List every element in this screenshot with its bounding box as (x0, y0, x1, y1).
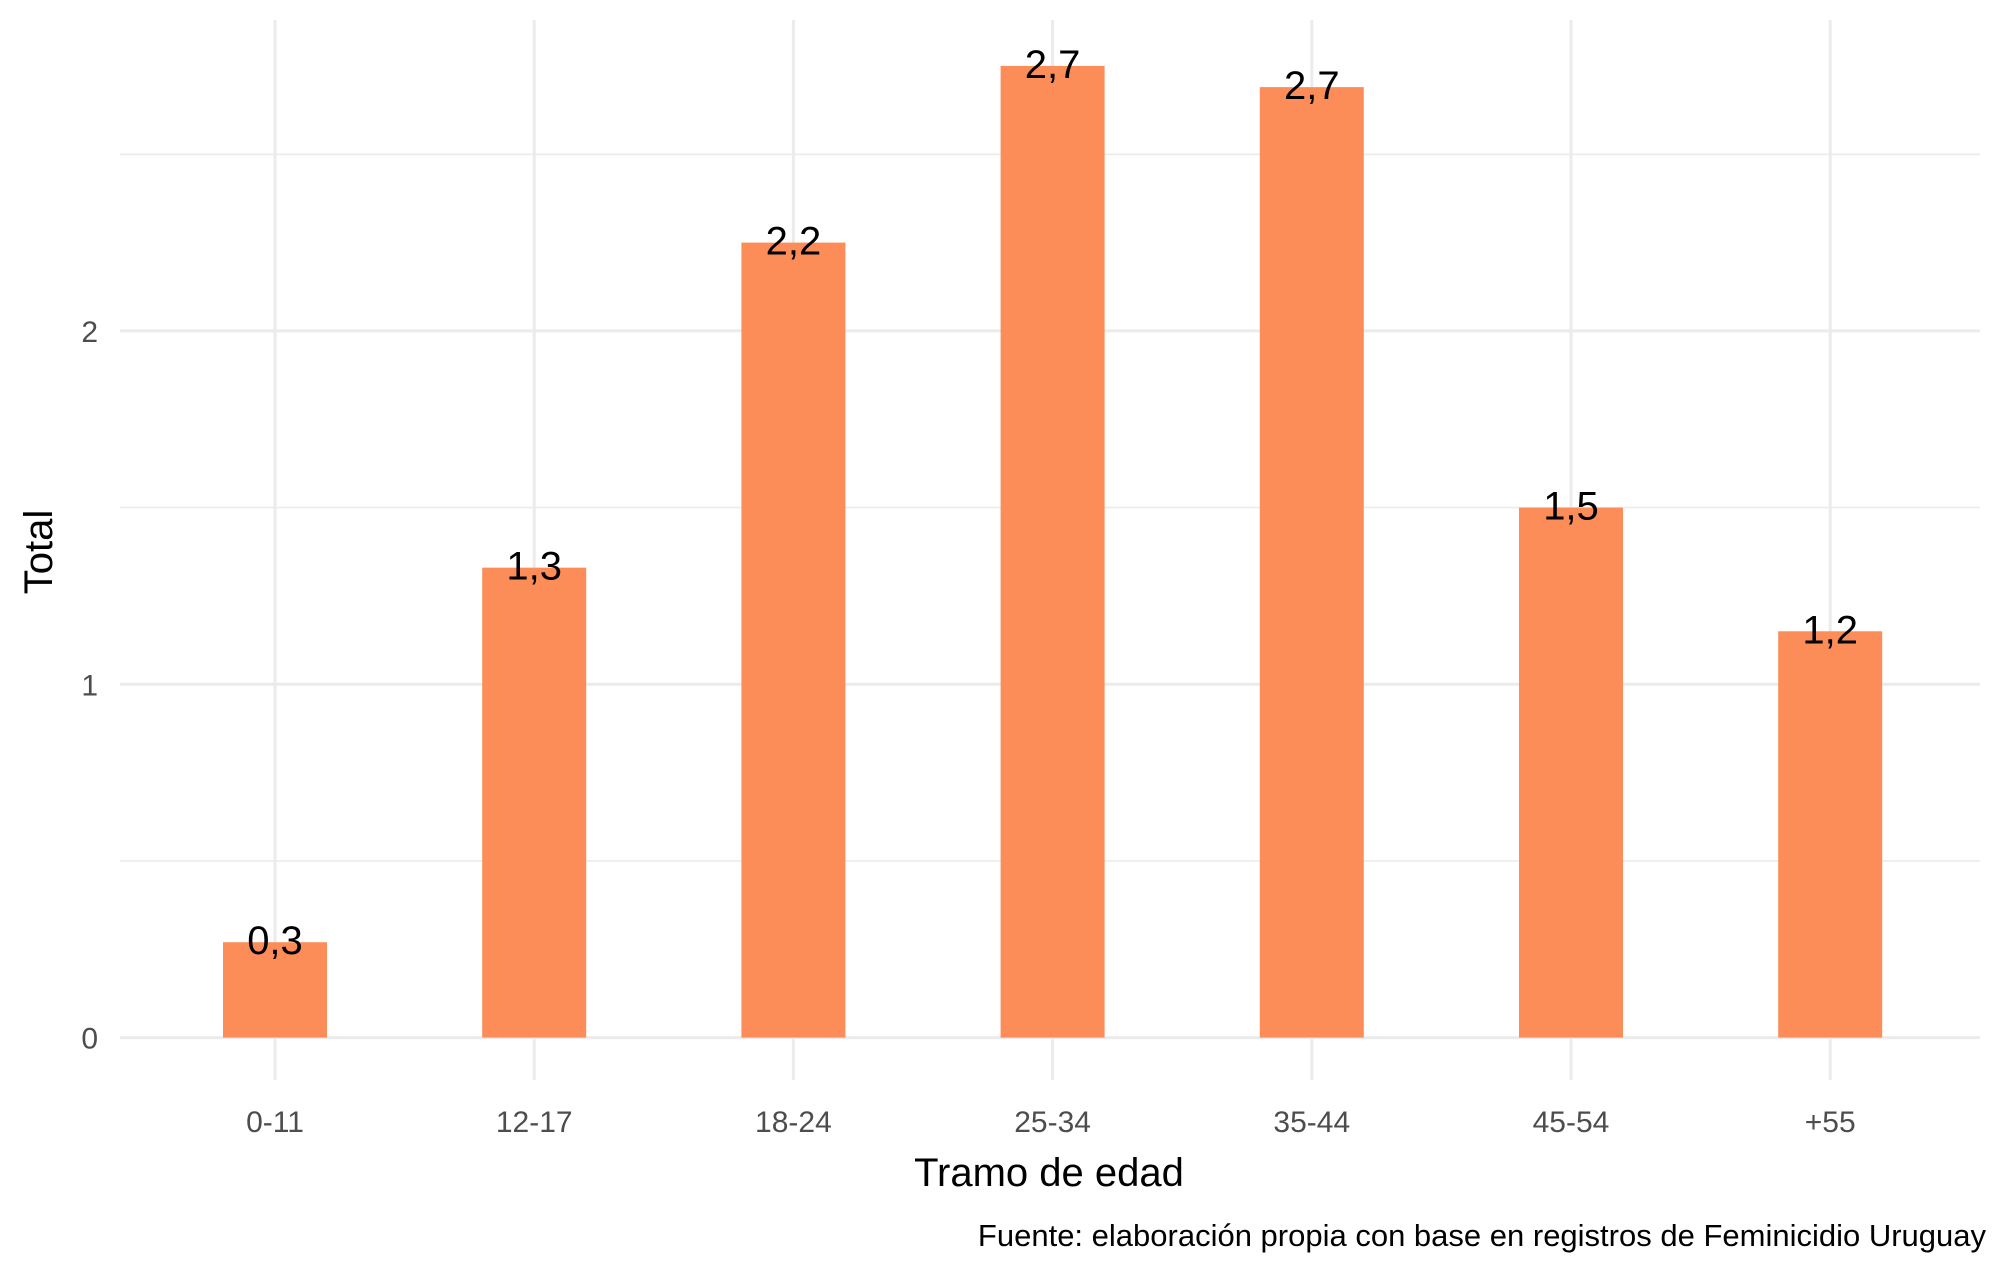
bar-12-17 (482, 567, 587, 1038)
bar-value-label: 1,5 (1543, 485, 1599, 529)
bar-value-labels: 0,3 1,3 2,2 2,7 2,7 1,5 1,2 (247, 43, 1858, 963)
bar-value-label: 1,2 (1802, 608, 1858, 652)
bar-25-34 (1000, 65, 1105, 1038)
x-tick-label: 0-11 (246, 1106, 304, 1139)
y-tick-labels: 0 1 2 (81, 316, 98, 1056)
y-tick-label: 2 (81, 316, 98, 349)
source-caption: Fuente: elaboración propia con base en r… (978, 1218, 1987, 1253)
bar-value-label: 0,3 (247, 919, 303, 963)
x-axis-title: Tramo de edad (914, 1151, 1184, 1195)
bar-value-label: 2,7 (1284, 64, 1340, 108)
bar-45-54 (1519, 507, 1623, 1038)
bars (223, 65, 1883, 1038)
bar-value-label: 2,2 (766, 220, 822, 264)
y-axis-title: Total (17, 510, 61, 595)
bar-value-label: 2,7 (1025, 43, 1081, 87)
x-tick-labels: 0-11 12-17 18-24 25-34 35-44 45-54 +55 (246, 1106, 1856, 1139)
x-tick-label: +55 (1805, 1106, 1856, 1139)
bar-value-label: 1,3 (506, 545, 562, 589)
x-tick-label: 45-54 (1533, 1106, 1610, 1139)
x-tick-label: 18-24 (755, 1106, 832, 1139)
x-tick-label: 35-44 (1273, 1106, 1350, 1139)
x-tick-label: 25-34 (1014, 1106, 1091, 1139)
y-tick-label: 1 (81, 669, 98, 702)
bar-35-44 (1259, 87, 1364, 1038)
x-tick-label: 12-17 (496, 1106, 573, 1139)
bar-+55 (1778, 631, 1883, 1038)
bar-0-11 (223, 942, 327, 1038)
y-tick-label: 0 (81, 1023, 98, 1056)
bar-18-24 (741, 242, 846, 1038)
